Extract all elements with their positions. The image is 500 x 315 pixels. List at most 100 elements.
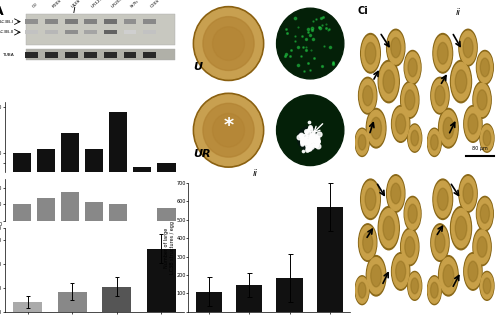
Circle shape <box>433 33 452 73</box>
Bar <box>64 30 78 34</box>
Circle shape <box>434 36 452 71</box>
Circle shape <box>390 183 401 204</box>
Circle shape <box>408 58 417 77</box>
Text: ii: ii <box>253 169 258 178</box>
Circle shape <box>480 273 494 299</box>
Circle shape <box>405 52 420 83</box>
Text: U: U <box>194 62 202 72</box>
Circle shape <box>404 196 421 231</box>
Text: C20h: C20h <box>150 0 160 9</box>
Bar <box>146 249 176 315</box>
Y-axis label: Number of large
LC3B structures / egg: Number of large LC3B structures / egg <box>164 221 175 274</box>
Circle shape <box>476 50 494 84</box>
Circle shape <box>468 114 478 134</box>
Bar <box>144 30 156 34</box>
Bar <box>110 204 128 288</box>
Bar <box>84 20 97 24</box>
Text: 90: 90 <box>0 222 3 227</box>
Circle shape <box>203 103 254 157</box>
Circle shape <box>432 79 448 112</box>
Circle shape <box>362 181 380 217</box>
Circle shape <box>483 278 491 294</box>
Circle shape <box>383 70 394 93</box>
Circle shape <box>276 8 344 79</box>
Circle shape <box>435 86 445 106</box>
Circle shape <box>404 50 421 84</box>
Circle shape <box>474 83 490 117</box>
Circle shape <box>370 117 382 139</box>
Circle shape <box>355 128 369 157</box>
Circle shape <box>435 232 445 253</box>
Circle shape <box>212 27 244 60</box>
Text: U10h: U10h <box>71 0 82 9</box>
Circle shape <box>195 95 262 166</box>
Circle shape <box>452 209 470 248</box>
Bar <box>316 207 343 312</box>
Circle shape <box>408 273 421 299</box>
Bar <box>58 292 86 315</box>
Bar <box>102 287 131 315</box>
Bar <box>86 149 103 200</box>
Circle shape <box>428 277 440 303</box>
Bar <box>26 52 38 58</box>
Circle shape <box>455 216 467 240</box>
Circle shape <box>411 130 418 146</box>
Bar <box>64 20 78 24</box>
Circle shape <box>408 125 421 151</box>
Circle shape <box>388 177 404 210</box>
Bar <box>37 198 55 288</box>
Bar <box>86 202 103 288</box>
Circle shape <box>396 114 406 134</box>
Bar <box>26 20 38 24</box>
Circle shape <box>477 90 487 110</box>
Circle shape <box>405 237 415 257</box>
Circle shape <box>438 255 458 296</box>
Circle shape <box>368 110 385 146</box>
Circle shape <box>463 37 473 58</box>
Bar <box>26 49 174 60</box>
Circle shape <box>366 255 386 296</box>
Circle shape <box>480 272 494 300</box>
Text: TUBA: TUBA <box>2 53 14 57</box>
Text: LC3B-II: LC3B-II <box>0 30 14 34</box>
Bar <box>104 52 117 58</box>
Circle shape <box>360 33 380 73</box>
Circle shape <box>400 82 419 118</box>
Circle shape <box>365 43 376 64</box>
Circle shape <box>450 60 471 103</box>
Bar <box>84 52 97 58</box>
Circle shape <box>392 106 410 142</box>
Bar <box>13 204 31 288</box>
Circle shape <box>464 107 481 140</box>
Circle shape <box>438 43 448 64</box>
Circle shape <box>358 282 366 298</box>
Circle shape <box>480 58 490 77</box>
Circle shape <box>390 37 401 58</box>
Circle shape <box>450 207 471 250</box>
Circle shape <box>477 237 487 257</box>
Bar <box>84 30 97 34</box>
Circle shape <box>402 83 418 117</box>
Bar <box>236 285 262 312</box>
Bar <box>37 149 55 200</box>
Bar <box>64 52 78 58</box>
Bar <box>26 14 174 45</box>
Circle shape <box>440 110 457 146</box>
Circle shape <box>460 31 476 64</box>
Circle shape <box>356 277 368 303</box>
Text: UR20h: UR20h <box>110 0 124 9</box>
Circle shape <box>212 113 244 147</box>
Circle shape <box>476 196 494 231</box>
Circle shape <box>386 175 405 212</box>
Text: A: A <box>0 5 4 18</box>
Text: 80 μm: 80 μm <box>472 146 488 151</box>
Circle shape <box>443 117 454 139</box>
Text: i: i <box>73 5 76 15</box>
Circle shape <box>386 29 405 66</box>
Circle shape <box>362 232 372 253</box>
Circle shape <box>402 230 418 264</box>
Circle shape <box>433 179 452 220</box>
Circle shape <box>460 177 476 210</box>
Circle shape <box>378 60 400 103</box>
Bar <box>13 153 31 200</box>
